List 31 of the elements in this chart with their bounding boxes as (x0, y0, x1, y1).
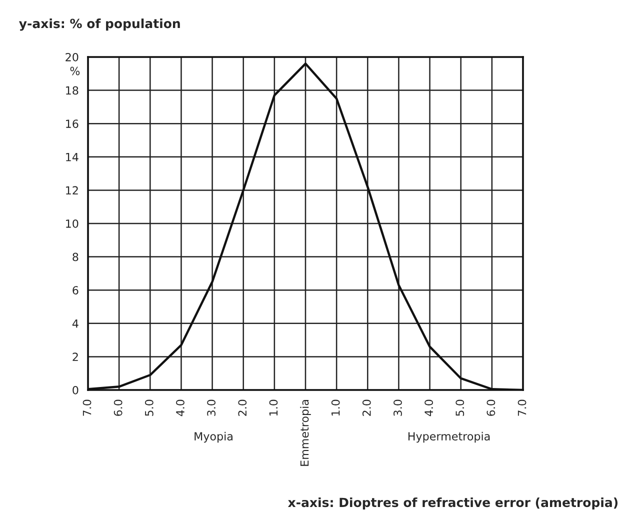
text: Hypermetropia (408, 432, 490, 443)
x-tick-label: 4.0 (424, 400, 434, 416)
y-tick-label: 8 (72, 252, 78, 262)
x-tick-label: 1.0 (331, 400, 340, 416)
x-tick-label: 1.0 (269, 400, 278, 416)
x-tick-label: 6.0 (486, 400, 496, 416)
y-tick-label: 18 (66, 86, 78, 95)
y-tick-label: 14 (66, 153, 78, 162)
x-tick-label: 2.0 (238, 400, 247, 416)
x-tick-label: 6.0 (114, 400, 122, 416)
x-tick-label: 5.0 (144, 400, 154, 416)
y-tick-label: 10 (66, 219, 78, 228)
x-tick-label: 4.0 (176, 400, 184, 416)
y-tick-label: 12 (66, 186, 78, 194)
x-tick-label: Emmetropia (300, 400, 311, 466)
text: x-axis: Dioptres of refractive error (ametropia) (288, 497, 618, 510)
y-tick-label: 2 (72, 352, 78, 361)
y-tick-label: 16 (66, 120, 78, 128)
x-tick-label: 7.0 (518, 400, 526, 416)
chart-title: y-axis: % of population (18, 18, 180, 31)
x-tick-label: 7.0 (82, 400, 92, 416)
y-tick-label: 6 (72, 286, 78, 294)
y-tick-label: 20 (66, 52, 78, 62)
x-tick-label: 3.0 (207, 400, 216, 416)
x-tick-label: 3.0 (394, 400, 402, 416)
y-tick-label: 4 (72, 320, 78, 328)
x-tick-label: 2.0 (362, 400, 371, 416)
text: Myopia (194, 432, 232, 443)
y-axis-title: % (70, 66, 80, 76)
y-tick-label: 0 (72, 386, 78, 394)
x-tick-label: 5.0 (456, 400, 464, 416)
